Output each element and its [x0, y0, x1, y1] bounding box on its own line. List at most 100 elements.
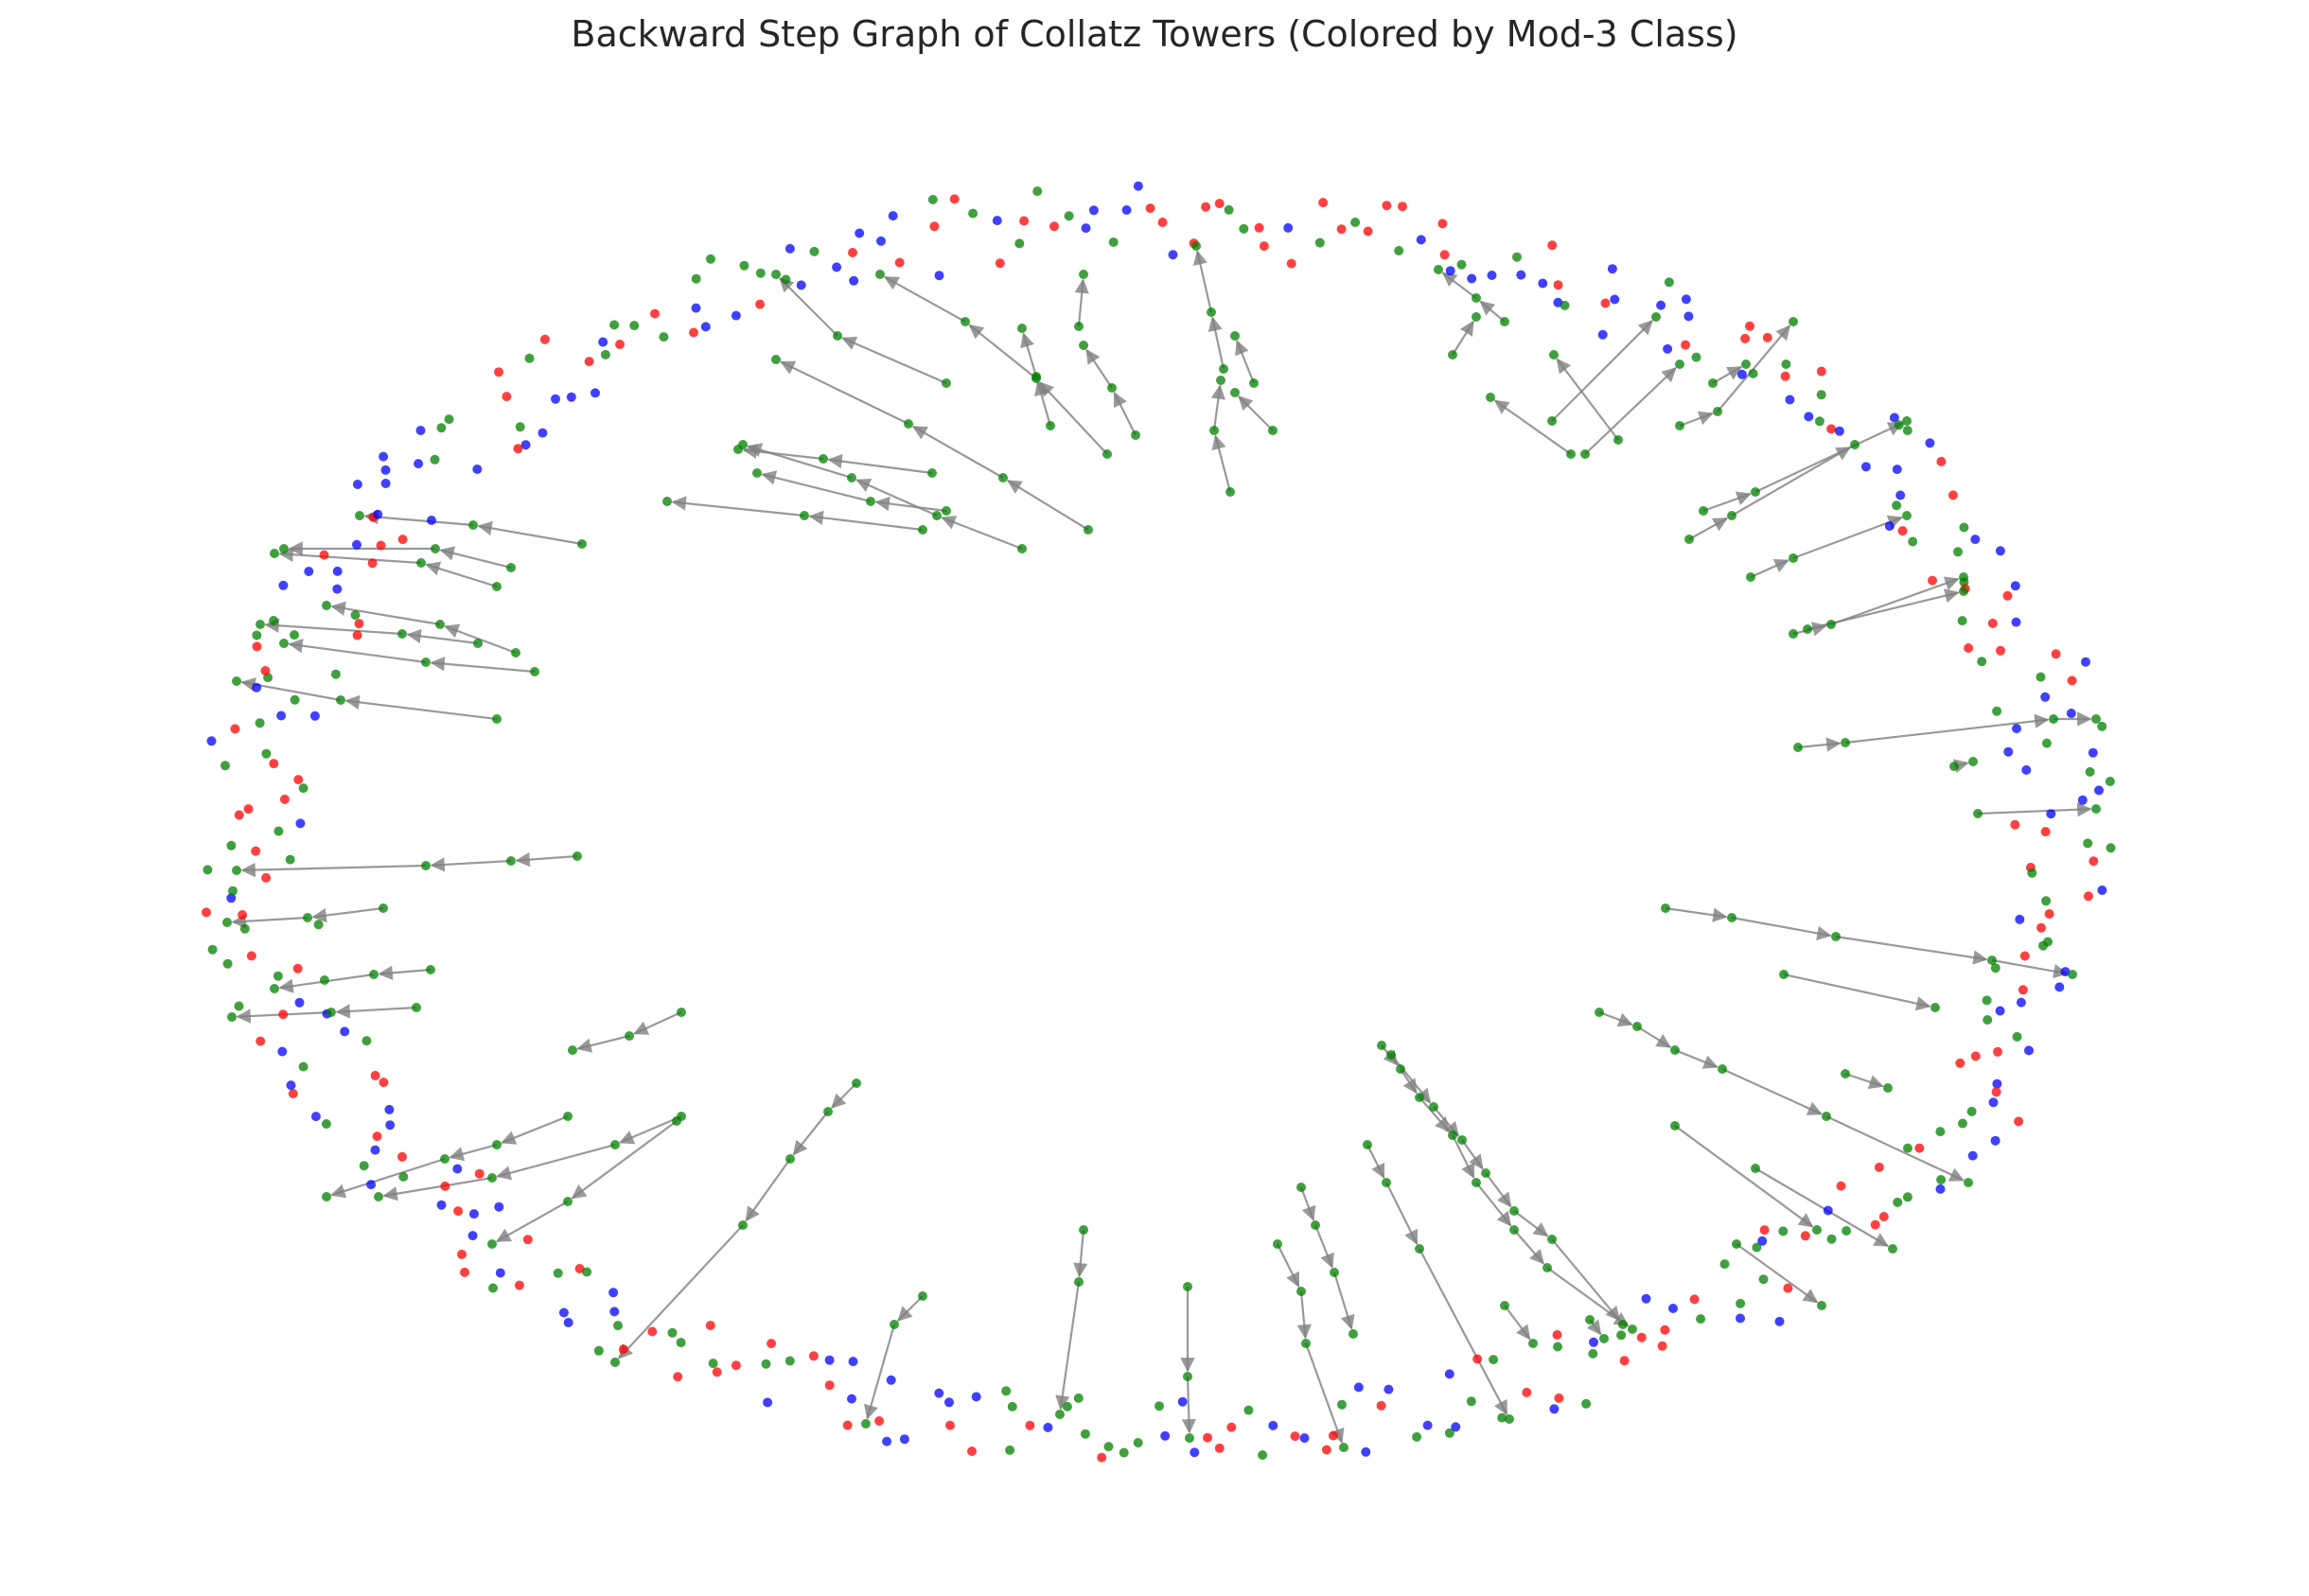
graph-node	[842, 1420, 853, 1430]
tower-node	[1296, 1287, 1306, 1296]
tower-node	[1684, 535, 1694, 544]
graph-edge	[1006, 480, 1089, 531]
graph-node	[1032, 186, 1043, 197]
graph-node	[1600, 298, 1611, 308]
tower-node	[322, 601, 331, 610]
graph-node	[276, 710, 287, 721]
tower-node	[1789, 629, 1798, 639]
tower-node	[1191, 241, 1201, 251]
graph-node	[1203, 1432, 1212, 1443]
graph-node	[708, 1359, 718, 1369]
graph-edge	[745, 1158, 791, 1222]
tower-node	[1675, 421, 1684, 430]
graph-node	[1762, 332, 1772, 342]
graph-node	[1444, 1369, 1454, 1379]
tower-node	[1902, 511, 1912, 520]
tower-node	[1566, 449, 1576, 459]
graph-node	[440, 1181, 450, 1191]
graph-node	[352, 630, 362, 640]
graph-node	[332, 584, 343, 594]
tower-node	[563, 1197, 573, 1206]
tower-node	[1382, 1178, 1391, 1187]
graph-node	[1553, 1342, 1562, 1352]
graph-node	[1382, 201, 1392, 211]
tower-node	[1472, 312, 1481, 322]
graph-edge	[1181, 1376, 1197, 1434]
graph-node	[2066, 709, 2076, 718]
graph-edge	[264, 618, 403, 636]
tower-node	[1348, 1329, 1358, 1339]
graph-node	[330, 669, 341, 679]
graph-node	[1080, 1429, 1090, 1439]
tower-node	[738, 1220, 748, 1230]
graph-edge	[515, 851, 578, 868]
graph-node	[899, 1434, 909, 1445]
graph-node	[539, 334, 550, 344]
graph-node	[294, 997, 305, 1008]
tower-node	[1230, 331, 1240, 341]
tower-node	[1472, 293, 1481, 303]
graph-node	[1451, 1422, 1461, 1432]
graph-node	[1547, 240, 1558, 251]
graph-node	[2016, 997, 2026, 1008]
graph-edge	[792, 1111, 829, 1156]
tower-node	[1074, 1277, 1084, 1287]
graph-node	[944, 1397, 954, 1408]
graph-edge	[1479, 300, 1506, 323]
tower-node	[1547, 416, 1557, 426]
graph-node	[1610, 294, 1620, 305]
graph-edge	[1792, 515, 1903, 560]
graph-node	[453, 1206, 464, 1217]
tower-node	[1472, 1178, 1481, 1187]
graph-node	[1983, 1015, 1993, 1025]
graph-node	[380, 465, 391, 475]
tower-node	[918, 1291, 927, 1301]
graph-edge	[1304, 1342, 1345, 1444]
graph-node	[2106, 843, 2116, 853]
tower-node	[1017, 324, 1027, 333]
graph-node	[1719, 1259, 1730, 1270]
graph-node	[1224, 204, 1234, 215]
graph-edge	[1296, 1290, 1312, 1340]
graph-node	[304, 567, 314, 576]
graph-node	[414, 459, 424, 469]
graph-edge	[288, 638, 427, 664]
graph-node	[1804, 412, 1814, 422]
graph-node	[1816, 390, 1826, 400]
graph-node	[1970, 1051, 1981, 1061]
tower-node	[1207, 307, 1216, 317]
graph-node	[1783, 1283, 1793, 1293]
graph-node	[1878, 1212, 1889, 1221]
graph-node	[1681, 294, 1691, 305]
graph-node	[1842, 1226, 1852, 1236]
graph-node	[781, 274, 791, 285]
graph-node	[1691, 352, 1701, 362]
graph-edge	[1584, 367, 1677, 455]
graph-node	[2051, 649, 2061, 659]
graph-edge	[1034, 380, 1052, 427]
graph-node	[1154, 1401, 1164, 1412]
graph-node	[251, 846, 261, 856]
graph-node	[706, 254, 715, 264]
tower-node	[1599, 1334, 1609, 1343]
graph-edge	[1085, 348, 1113, 389]
graph-node	[949, 194, 960, 204]
graph-node	[1549, 1404, 1560, 1414]
graph-node	[1560, 300, 1570, 310]
graph-node	[609, 1307, 620, 1317]
tower-node	[1074, 322, 1084, 331]
graph-node	[2088, 747, 2098, 758]
tower-node	[468, 520, 478, 530]
graph-node	[1214, 1443, 1225, 1453]
graph-node	[755, 299, 766, 309]
graph-node	[1376, 1400, 1386, 1411]
graph-node	[1656, 300, 1666, 310]
graph-node	[522, 1235, 533, 1245]
tower-node	[1964, 1178, 1973, 1187]
graph-edge	[1055, 1281, 1081, 1411]
graph-node	[650, 308, 660, 319]
tower-node	[416, 558, 426, 568]
graph-node	[514, 1280, 524, 1290]
graph-node	[278, 1009, 289, 1020]
tower-node	[1751, 487, 1760, 497]
